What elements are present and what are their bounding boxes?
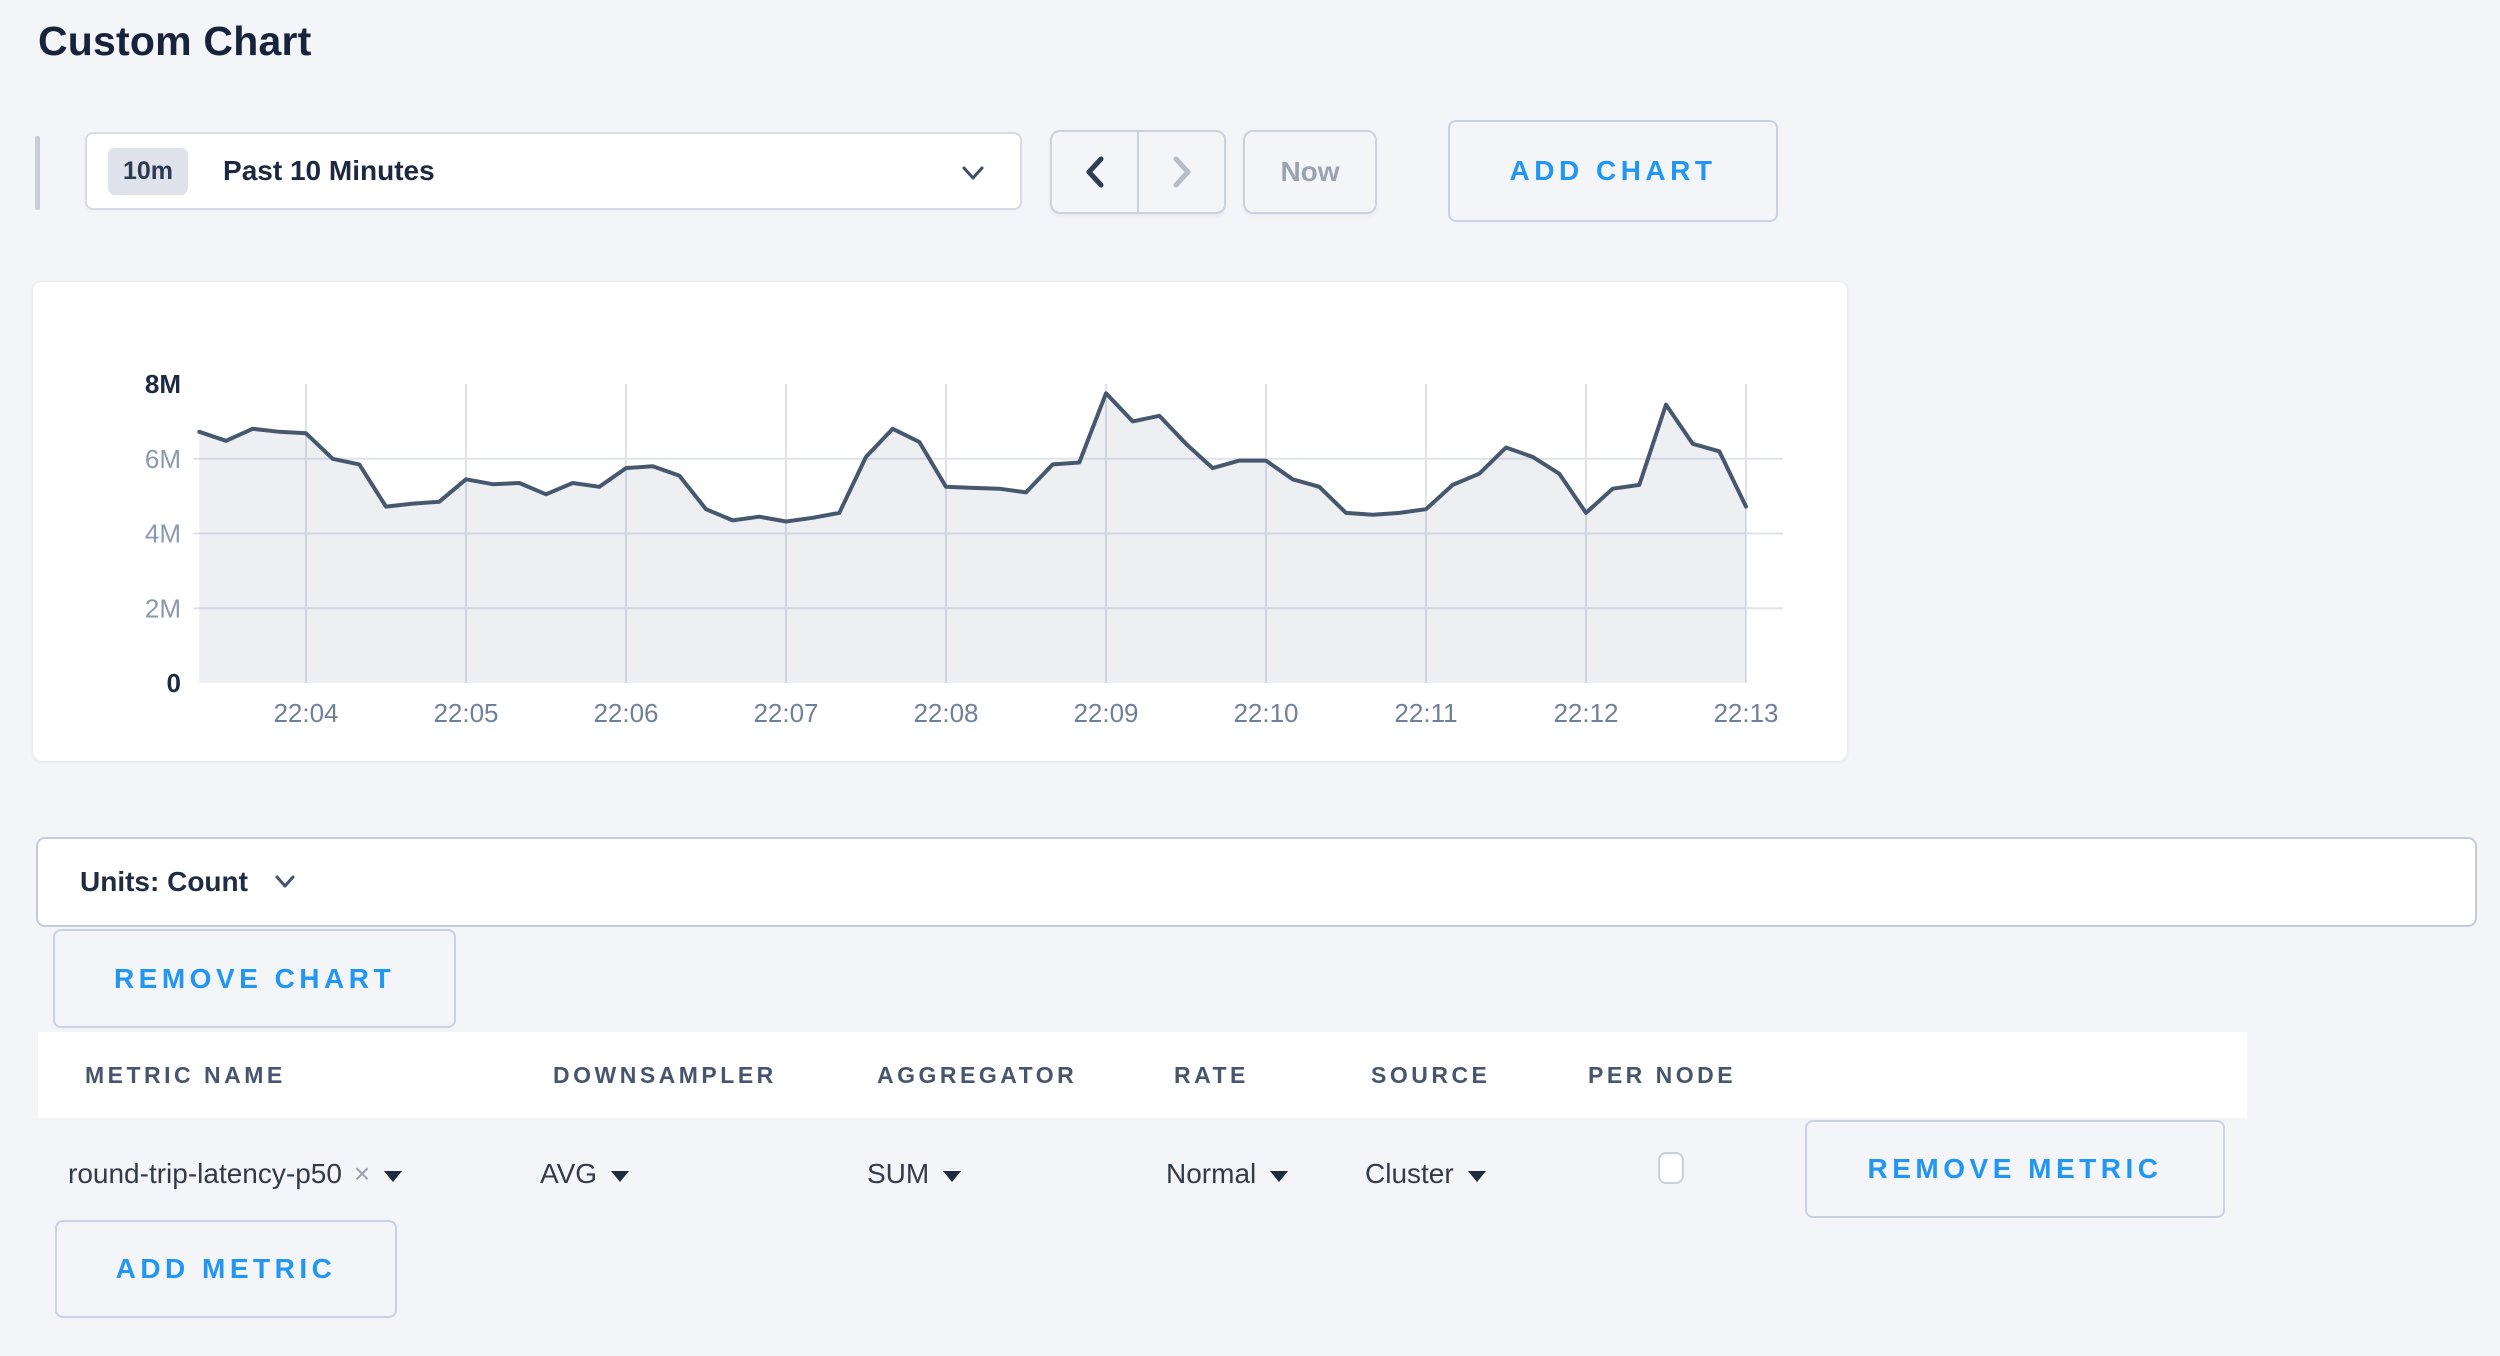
metric-name-value: round-trip-latency-p50 (68, 1158, 342, 1189)
step-forward-button[interactable] (1139, 132, 1224, 212)
per-node-checkbox[interactable] (1658, 1152, 1684, 1184)
units-dropdown[interactable]: Units: Count (36, 837, 2477, 927)
time-step-buttons (1050, 130, 1226, 214)
svg-text:0: 0 (167, 668, 181, 698)
aggregator-select[interactable]: SUM (867, 1152, 962, 1196)
timeseries-area-chart: 0 2M 4M 6M 8M 22:04 22:05 22:06 22:07 22:08 22:09 2… (145, 369, 1783, 728)
svg-text:2M: 2M (145, 593, 181, 623)
metric-name-select[interactable]: round-trip-latency-p50 × (68, 1152, 403, 1196)
downsampler-select[interactable]: AVG (540, 1152, 630, 1196)
svg-text:4M: 4M (145, 519, 181, 549)
now-button[interactable]: Now (1243, 130, 1377, 214)
svg-text:22:09: 22:09 (1073, 698, 1138, 728)
chart-card: 0 2M 4M 6M 8M 22:04 22:05 22:06 22:07 22:08 22:09 2… (32, 281, 1848, 762)
column-header-downsampler: DOWNSAMPLER (553, 1062, 777, 1088)
caret-down-icon (943, 1170, 962, 1182)
caret-down-icon (1270, 1170, 1289, 1182)
page-title: Custom Chart (38, 18, 312, 64)
caret-down-icon (611, 1170, 630, 1182)
add-metric-button[interactable]: ADD METRIC (55, 1220, 397, 1318)
rate-value: Normal (1166, 1158, 1257, 1189)
remove-metric-button[interactable]: REMOVE METRIC (1805, 1120, 2225, 1218)
svg-text:22:05: 22:05 (433, 698, 498, 728)
svg-text:22:13: 22:13 (1713, 698, 1778, 728)
source-value: Cluster (1365, 1158, 1454, 1189)
svg-text:22:06: 22:06 (593, 698, 658, 728)
step-back-button[interactable] (1052, 132, 1139, 212)
downsampler-value: AVG (540, 1158, 598, 1189)
column-header-rate: RATE (1174, 1062, 1249, 1088)
add-chart-button[interactable]: ADD CHART (1448, 120, 1778, 222)
time-range-badge: 10m (108, 147, 189, 195)
column-header-metric-name: METRIC NAME (85, 1062, 286, 1088)
time-range-dropdown[interactable]: 10m Past 10 Minutes (85, 132, 1022, 210)
svg-text:22:07: 22:07 (753, 698, 818, 728)
time-range-label: Past 10 Minutes (223, 155, 435, 186)
svg-text:22:08: 22:08 (913, 698, 978, 728)
time-selector-divider (35, 136, 40, 210)
column-header-aggregator: AGGREGATOR (877, 1062, 1078, 1088)
remove-chart-button[interactable]: REMOVE CHART (53, 929, 456, 1028)
svg-text:22:11: 22:11 (1394, 698, 1457, 728)
chevron-right-icon (1173, 156, 1190, 188)
column-header-per-node: PER NODE (1588, 1062, 1737, 1088)
caret-down-icon (1467, 1170, 1486, 1182)
column-header-source: SOURCE (1371, 1062, 1491, 1088)
svg-text:22:10: 22:10 (1233, 698, 1298, 728)
source-select[interactable]: Cluster (1365, 1152, 1486, 1196)
rate-select[interactable]: Normal (1166, 1152, 1289, 1196)
aggregator-value: SUM (867, 1158, 930, 1189)
chevron-down-icon (271, 872, 299, 897)
svg-text:6M: 6M (145, 444, 181, 474)
svg-text:8M: 8M (145, 369, 181, 399)
remove-tag-icon[interactable]: × (353, 1158, 371, 1189)
chevron-down-icon (956, 161, 990, 190)
metrics-table-header (38, 1032, 2247, 1118)
chevron-left-icon (1086, 156, 1103, 188)
svg-text:22:12: 22:12 (1553, 698, 1618, 728)
svg-text:22:04: 22:04 (273, 698, 338, 728)
caret-down-icon (384, 1170, 403, 1182)
units-label: Units: Count (80, 866, 248, 897)
